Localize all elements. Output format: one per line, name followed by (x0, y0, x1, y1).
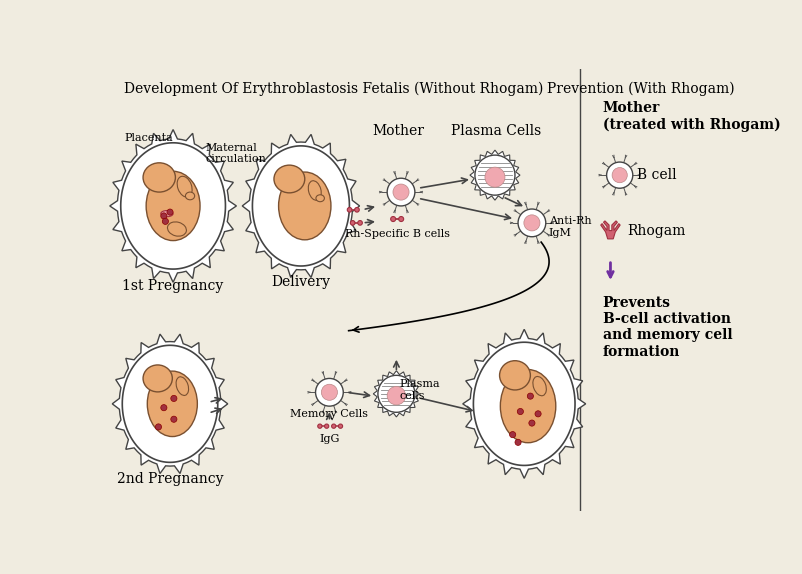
Ellipse shape (185, 192, 195, 200)
Ellipse shape (278, 172, 331, 240)
Circle shape (162, 218, 168, 224)
Circle shape (350, 220, 355, 225)
Text: Anti-Rh
IgM: Anti-Rh IgM (549, 216, 592, 238)
Circle shape (167, 209, 173, 215)
Circle shape (393, 184, 409, 200)
Text: Placenta: Placenta (124, 133, 172, 143)
Text: Rh-Specific B cells: Rh-Specific B cells (345, 229, 450, 239)
Text: B cell: B cell (637, 168, 676, 182)
Circle shape (391, 216, 395, 222)
Circle shape (529, 420, 535, 426)
Circle shape (378, 375, 415, 412)
Circle shape (515, 439, 521, 445)
Circle shape (160, 213, 167, 219)
Circle shape (171, 395, 177, 402)
Text: Prevents
B-cell activation
and memory cell
formation: Prevents B-cell activation and memory ce… (603, 296, 732, 359)
Ellipse shape (274, 165, 305, 193)
Text: Plasma Cells: Plasma Cells (452, 125, 541, 138)
Circle shape (524, 215, 540, 231)
Circle shape (354, 207, 359, 212)
Ellipse shape (533, 377, 546, 395)
Ellipse shape (176, 377, 188, 395)
Polygon shape (110, 130, 237, 282)
Text: Prevention (With Rhogam): Prevention (With Rhogam) (548, 81, 735, 96)
Ellipse shape (160, 211, 173, 217)
Polygon shape (473, 342, 575, 466)
Polygon shape (601, 221, 620, 239)
Ellipse shape (148, 371, 197, 437)
Circle shape (160, 405, 167, 411)
Text: 1st Pregnancy: 1st Pregnancy (123, 279, 224, 293)
Circle shape (387, 178, 415, 206)
Circle shape (535, 411, 541, 417)
Text: Memory Cells: Memory Cells (290, 409, 368, 419)
Circle shape (156, 424, 161, 430)
Circle shape (612, 168, 627, 183)
Polygon shape (373, 371, 419, 417)
Polygon shape (463, 329, 585, 478)
Circle shape (315, 378, 343, 406)
Polygon shape (253, 146, 350, 266)
Polygon shape (122, 346, 218, 462)
Circle shape (358, 220, 363, 225)
Circle shape (606, 162, 633, 188)
Circle shape (318, 424, 322, 428)
Circle shape (171, 416, 177, 422)
Ellipse shape (143, 163, 176, 192)
Circle shape (338, 424, 342, 428)
Ellipse shape (308, 181, 322, 200)
Circle shape (387, 386, 406, 405)
Ellipse shape (500, 360, 530, 390)
Ellipse shape (177, 176, 192, 197)
Text: Plasma
cells: Plasma cells (399, 379, 440, 401)
Text: Development Of Erythroblastosis Fetalis (Without Rhogam): Development Of Erythroblastosis Fetalis … (124, 81, 543, 96)
Polygon shape (112, 334, 228, 474)
Circle shape (485, 167, 505, 187)
Ellipse shape (146, 171, 200, 241)
Text: 2nd Pregnancy: 2nd Pregnancy (117, 472, 223, 486)
Text: Rhogam: Rhogam (627, 224, 686, 238)
Circle shape (517, 409, 524, 414)
Text: Maternal
circulation: Maternal circulation (205, 143, 266, 164)
Circle shape (509, 432, 516, 438)
Circle shape (399, 216, 403, 222)
Circle shape (331, 424, 336, 428)
Text: IgG: IgG (319, 434, 339, 444)
Ellipse shape (168, 222, 186, 236)
Circle shape (518, 209, 546, 236)
Circle shape (322, 384, 338, 400)
Circle shape (325, 424, 329, 428)
Polygon shape (470, 150, 520, 200)
Text: Mother: Mother (373, 125, 425, 138)
Polygon shape (242, 134, 359, 277)
Ellipse shape (143, 365, 172, 392)
Polygon shape (121, 143, 225, 269)
Ellipse shape (316, 195, 324, 201)
Circle shape (475, 155, 515, 195)
Text: Delivery: Delivery (271, 276, 330, 289)
Circle shape (527, 393, 533, 399)
Text: Mother
(treated with Rhogam): Mother (treated with Rhogam) (603, 101, 780, 132)
Ellipse shape (500, 370, 556, 443)
Circle shape (347, 207, 352, 212)
